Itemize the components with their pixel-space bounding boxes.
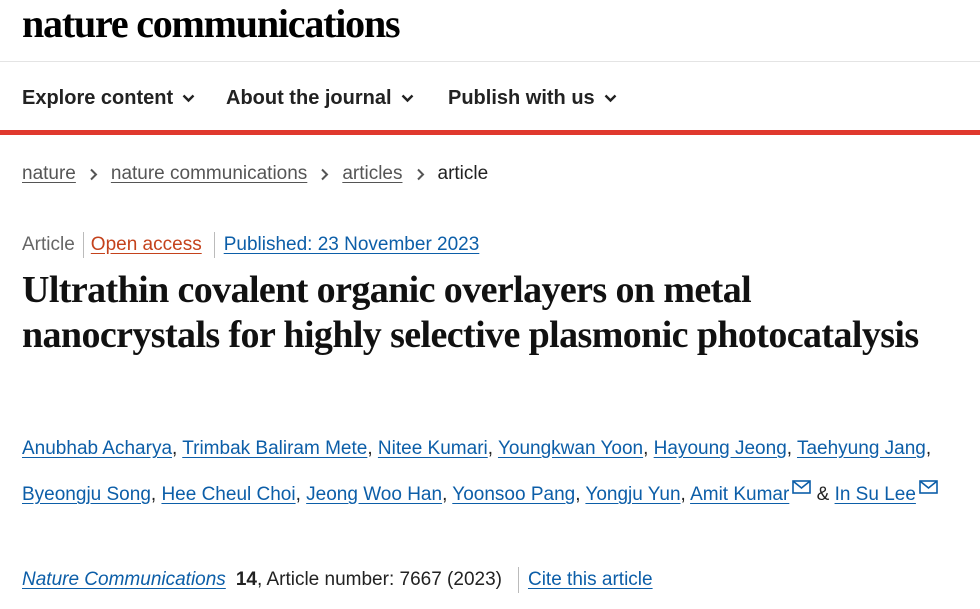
author-separator: , xyxy=(925,438,932,459)
nav-about-journal-label: About the journal xyxy=(226,86,392,109)
author-list: Anubhab Acharya, Trimbak Baliram Mete, N… xyxy=(22,429,967,515)
author-separator: , xyxy=(295,484,301,505)
author-link[interactable]: Byeongju Song xyxy=(22,484,151,505)
article-title: Ultrathin covalent organic overlayers on… xyxy=(22,269,919,356)
author-separator: , xyxy=(575,484,581,505)
citation-line: Nature Communications 14 , Article numbe… xyxy=(22,567,653,593)
nav-explore-content[interactable]: Explore content xyxy=(22,86,195,110)
breadcrumb-current: article xyxy=(437,163,489,184)
author-link[interactable]: In Su Lee xyxy=(834,484,916,505)
nav-publish-with-us[interactable]: Publish with us xyxy=(448,86,617,110)
main-nav: Explore content About the journal Publis… xyxy=(0,62,980,135)
masthead: nature communications xyxy=(0,0,980,62)
email-icon[interactable] xyxy=(919,469,938,494)
author-separator: , xyxy=(150,484,157,505)
breadcrumb: nature nature communications articles ar… xyxy=(22,163,488,185)
journal-logo[interactable]: nature communications xyxy=(22,1,401,46)
nav-publish-with-us-label: Publish with us xyxy=(448,86,595,109)
author-link[interactable]: Anubhab Acharya xyxy=(22,438,173,459)
author-link[interactable]: Youngkwan Yoon xyxy=(497,438,644,459)
author-link[interactable]: Hee Cheul Choi xyxy=(161,484,296,505)
author-link[interactable]: Amit Kumar xyxy=(690,484,790,505)
chevron-right-icon xyxy=(416,168,424,180)
author-separator: , xyxy=(367,438,373,459)
author-link[interactable]: Trimbak Baliram Mete xyxy=(182,438,368,459)
author-separator: , xyxy=(442,484,448,505)
author-separator: , xyxy=(643,438,649,459)
author-separator: , xyxy=(172,438,178,459)
meta-divider xyxy=(213,232,215,258)
author-separator: , xyxy=(487,438,494,459)
article-meta: Article Open access Published: 23 Novemb… xyxy=(22,232,479,258)
nav-explore-content-label: Explore content xyxy=(22,86,174,109)
chevron-right-icon xyxy=(90,168,98,180)
published-date-link[interactable]: Published: 23 November 2023 xyxy=(223,234,480,255)
author-link[interactable]: Jeong Woo Han xyxy=(306,484,443,505)
cite-this-article-link[interactable]: Cite this article xyxy=(527,569,653,590)
author-link[interactable]: Nitee Kumari xyxy=(377,438,488,459)
article-type: Article xyxy=(22,234,75,255)
journal-link[interactable]: Nature Communications xyxy=(22,569,226,590)
breadcrumb-nature-communications[interactable]: nature communications xyxy=(110,163,308,184)
author-separator: , xyxy=(680,484,686,505)
breadcrumb-nature[interactable]: nature xyxy=(22,163,76,184)
open-access-link[interactable]: Open access xyxy=(90,234,202,255)
article-number: , Article number: 7667 (2023) xyxy=(256,569,502,590)
chevron-down-icon xyxy=(182,94,195,102)
chevron-right-icon xyxy=(321,168,329,180)
author-link[interactable]: Yoonsoo Pang xyxy=(452,484,576,505)
author-conjunction: & xyxy=(816,484,830,505)
author-link[interactable]: Taehyung Jang xyxy=(796,438,926,459)
meta-divider xyxy=(82,232,84,258)
breadcrumb-articles[interactable]: articles xyxy=(342,163,403,184)
chevron-down-icon xyxy=(604,94,617,102)
author-separator: , xyxy=(786,438,793,459)
author-link[interactable]: Yongju Yun xyxy=(585,484,681,505)
citation-divider xyxy=(517,567,519,593)
nav-about-journal[interactable]: About the journal xyxy=(226,86,414,110)
email-icon[interactable] xyxy=(792,469,812,494)
chevron-down-icon xyxy=(401,94,413,102)
author-link[interactable]: Hayoung Jeong xyxy=(653,438,787,459)
volume-number: 14 xyxy=(235,569,257,590)
